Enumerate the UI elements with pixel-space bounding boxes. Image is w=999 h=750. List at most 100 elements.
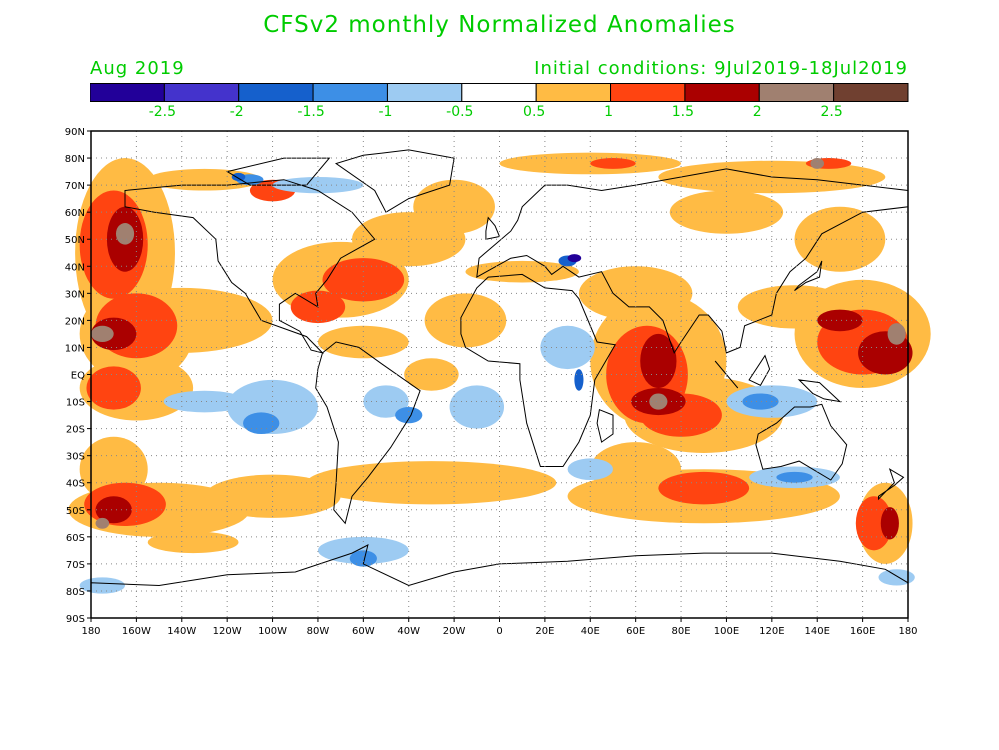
- color-legend-labels: -2.5 -2 -1.5 -1 -0.5 0.5 1 1.5 2 2.5: [0, 104, 999, 124]
- lat-tick-label: 60N: [65, 208, 85, 219]
- legend-tick-label: 1: [604, 104, 613, 120]
- anomaly-region: [322, 258, 405, 302]
- lon-tick-label: 20E: [535, 626, 554, 637]
- anomaly-region: [817, 309, 863, 332]
- forecast-month: Aug 2019: [90, 58, 185, 79]
- lat-tick-label: 90S: [66, 614, 85, 625]
- lat-tick-label: 10S: [66, 398, 85, 409]
- lon-tick-label: 160E: [850, 626, 875, 637]
- anomaly-region: [590, 158, 636, 169]
- legend-tick-label: -0.5: [446, 104, 474, 120]
- lat-tick-label: 70N: [65, 181, 85, 192]
- anomaly-region: [424, 293, 507, 348]
- anomaly-region: [79, 577, 126, 594]
- land-outline: [596, 409, 614, 443]
- anomaly-region: [880, 507, 899, 540]
- lon-tick-label: 140E: [805, 626, 830, 637]
- anomaly-region: [855, 496, 893, 551]
- anomaly-region: [147, 531, 239, 554]
- lat-tick-label: 20N: [65, 316, 85, 327]
- lon-tick-label: 120E: [759, 626, 784, 637]
- land-outline: [124, 179, 376, 354]
- legend-tick-label: 2.5: [820, 104, 843, 120]
- lat-tick-label: 50N: [65, 235, 85, 246]
- anomaly-region: [540, 325, 595, 370]
- anomaly-region: [395, 406, 423, 424]
- land-outline: [485, 216, 501, 240]
- anomaly-region: [449, 385, 505, 429]
- chart-title: CFSv2 monthly Normalized Anomalies: [263, 12, 736, 38]
- color-legend-bar: [90, 83, 909, 102]
- anomaly-region: [243, 412, 280, 435]
- anomaly-region: [578, 266, 693, 321]
- lat-tick-label: 20S: [66, 425, 85, 436]
- anomaly-region: [776, 471, 813, 483]
- lat-tick-label: EQ: [71, 371, 85, 382]
- anomaly-region: [742, 393, 779, 410]
- lat-tick-label: 90N: [65, 127, 85, 138]
- legend-tick-label: -2.5: [148, 104, 177, 120]
- lon-tick-label: 0: [496, 626, 502, 637]
- anomaly-region: [95, 517, 110, 529]
- legend-tick-label: 0.5: [523, 104, 546, 120]
- initial-conditions: Initial conditions: 9Jul2019-18Jul2019: [534, 58, 908, 79]
- anomaly-region: [115, 222, 135, 245]
- anomaly-region: [231, 172, 246, 182]
- land-outline: [334, 149, 455, 213]
- legend-tick-label: -2: [229, 104, 244, 120]
- axis-ticks: [87, 130, 909, 622]
- land-outline: [315, 341, 421, 525]
- graticule: [91, 131, 908, 618]
- legend-tick-label: -1: [378, 104, 393, 120]
- anomaly-region: [574, 369, 584, 391]
- lon-tick-label: 60E: [626, 626, 645, 637]
- anomaly-region: [590, 442, 682, 497]
- lat-tick-label: 80S: [66, 587, 85, 598]
- anomaly-fields: [68, 152, 931, 594]
- anomaly-region: [499, 152, 682, 175]
- anomaly-region: [887, 323, 906, 345]
- lat-tick-label: 60S: [66, 533, 85, 544]
- anomaly-region: [878, 569, 915, 586]
- lat-tick-label: 30N: [65, 289, 85, 300]
- land-outline: [878, 468, 905, 501]
- lon-tick-label: 40W: [397, 626, 420, 637]
- land-outline: [797, 379, 842, 403]
- legend-swatch: [833, 83, 909, 102]
- anomaly-region: [810, 158, 825, 169]
- lon-tick-label: 100E: [714, 626, 739, 637]
- lat-tick-label: 30S: [66, 452, 85, 463]
- anomaly-region: [567, 458, 613, 481]
- lat-tick-label: 80N: [65, 154, 85, 165]
- lat-tick-label: 50S: [66, 506, 85, 517]
- lon-tick-label: 80E: [672, 626, 691, 637]
- lon-tick-label: 80W: [307, 626, 330, 637]
- lat-tick-label: 10N: [65, 343, 85, 354]
- anomaly-region: [567, 254, 582, 263]
- land-outline: [90, 544, 909, 619]
- anomaly-region: [95, 496, 132, 524]
- lon-tick-label: 180: [81, 626, 100, 637]
- lon-tick-label: 140W: [167, 626, 196, 637]
- lat-tick-label: 70S: [66, 560, 85, 571]
- legend-tick-label: 2: [752, 104, 762, 120]
- legend-tick-label: -1.5: [297, 104, 325, 120]
- anomaly-region: [794, 206, 886, 272]
- anomaly-region: [86, 366, 141, 410]
- lat-tick-label: 40N: [65, 262, 85, 273]
- anomaly-region: [272, 176, 364, 194]
- land-outline: [794, 260, 823, 292]
- anomaly-region: [640, 333, 677, 389]
- lat-tick-label: 40S: [66, 479, 85, 490]
- lon-tick-label: 180: [898, 626, 917, 637]
- anomaly-region: [349, 550, 377, 567]
- anomaly-region: [163, 390, 246, 413]
- lon-tick-label: 60W: [352, 626, 375, 637]
- lon-tick-label: 120W: [213, 626, 242, 637]
- lon-tick-label: 20W: [443, 626, 466, 637]
- legend-tick-label: 1.5: [671, 104, 695, 120]
- lon-tick-label: 100W: [258, 626, 287, 637]
- land-outline: [748, 354, 771, 386]
- anomaly-region: [658, 471, 750, 505]
- land-outline: [755, 403, 848, 481]
